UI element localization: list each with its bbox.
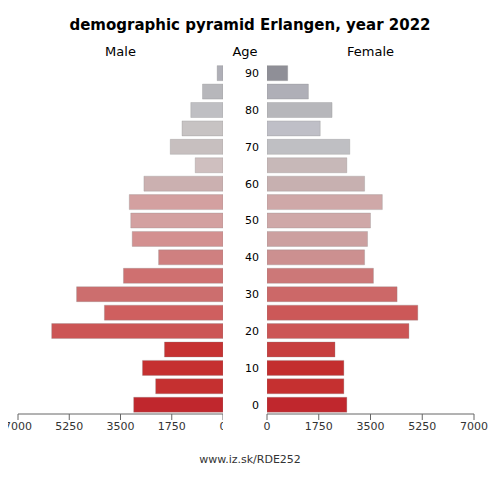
html-text:Female: Female: [347, 44, 394, 59]
svg-text:5250: 5250: [55, 420, 83, 433]
html-text:Male: Male: [105, 44, 136, 59]
svg-text:0: 0: [264, 420, 271, 433]
svg-text:60: 60: [245, 178, 259, 191]
html-text:www.iz.sk/RDE252: www.iz.sk/RDE252: [199, 453, 301, 466]
svg-text:50: 50: [245, 214, 259, 227]
svg-text:5250: 5250: [408, 420, 436, 433]
svg-text:7000: 7000: [8, 420, 32, 433]
svg-text:0: 0: [252, 399, 259, 412]
html-text:demographic pyramid Erlangen,: demographic pyramid Erlangen, year 2022: [69, 16, 431, 34]
svg-text:0: 0: [220, 420, 224, 433]
svg-text:10: 10: [245, 362, 259, 375]
svg-text:7000: 7000: [460, 420, 488, 433]
svg-text:70: 70: [245, 141, 259, 154]
svg-text:30: 30: [245, 288, 259, 301]
svg-text:3500: 3500: [357, 420, 385, 433]
svg-text:90: 90: [245, 67, 259, 80]
svg-text:40: 40: [245, 251, 259, 264]
svg-text:80: 80: [245, 104, 259, 117]
svg-text:3500: 3500: [107, 420, 135, 433]
svg-text:1750: 1750: [158, 420, 186, 433]
svg-text:1750: 1750: [305, 420, 333, 433]
svg-text:20: 20: [245, 325, 259, 338]
html-text:Age: Age: [232, 44, 258, 59]
